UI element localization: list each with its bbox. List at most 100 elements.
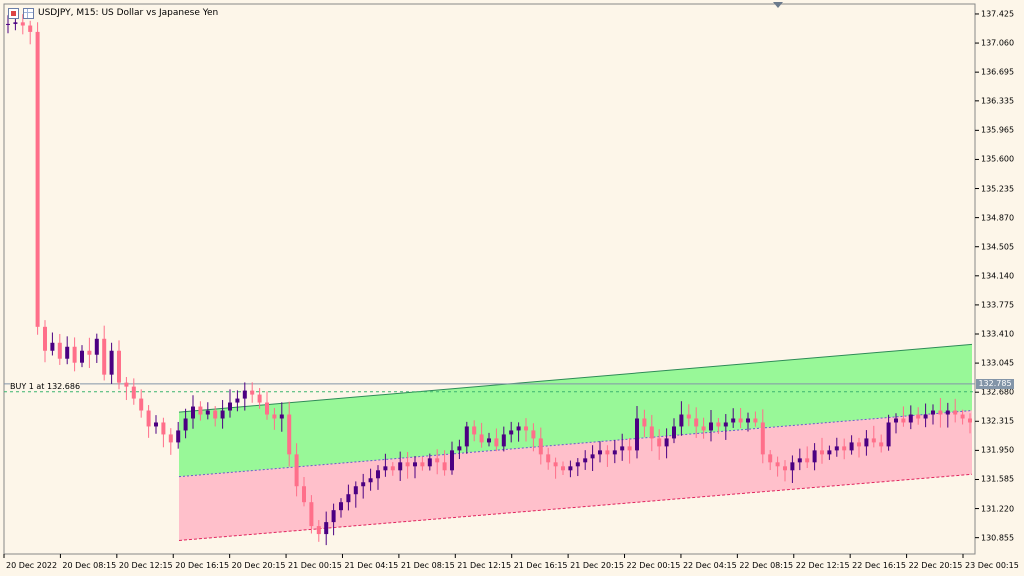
price-axis-label: 133.775: [981, 300, 1015, 310]
candle-bear: [316, 526, 321, 535]
candle-bear: [686, 414, 691, 419]
candle-bear: [57, 342, 62, 359]
candle-bull: [154, 422, 158, 427]
channel-upper-line: [178, 343, 973, 413]
time-axis-label: 20 Dec 12:15: [118, 561, 173, 570]
candle-bull: [612, 450, 617, 455]
candle-bull: [324, 522, 329, 535]
candle-bear: [546, 454, 551, 463]
candle-bear: [960, 414, 965, 419]
time-axis-label: 22 Dec 12:15: [795, 561, 850, 570]
candle-bear: [701, 426, 706, 431]
candle-bull: [65, 346, 70, 359]
candle-bull: [13, 22, 18, 24]
price-axis-label: 135.235: [981, 184, 1015, 194]
candle-bear: [768, 454, 773, 463]
candle-bear: [302, 486, 306, 503]
candle-bear: [72, 346, 77, 363]
price-axis-label: 137.060: [981, 38, 1015, 48]
price-axis-label: 135.600: [981, 154, 1015, 164]
candle-bull: [790, 462, 795, 471]
candle-bear: [842, 446, 847, 451]
candle-bear: [953, 410, 958, 415]
candle-bear: [760, 422, 765, 455]
candle-bull: [339, 502, 343, 511]
candle-bull: [176, 430, 181, 443]
chart-shift-marker-icon[interactable]: [773, 2, 783, 8]
candle-bull: [205, 410, 210, 415]
price-axis-label: 134.870: [981, 213, 1015, 223]
candle-bear: [538, 438, 543, 455]
time-axis-label: 20 Dec 20:15: [231, 561, 286, 570]
candle-bull: [894, 418, 898, 423]
candle-bull: [413, 462, 417, 467]
candle-bull: [568, 466, 573, 471]
candle-bull: [183, 418, 188, 431]
candle-bull: [6, 23, 10, 25]
candle-bull: [228, 402, 232, 411]
candle-bull: [509, 430, 514, 435]
candle-bear: [820, 450, 824, 455]
candle-bear: [857, 442, 861, 447]
candle-bear: [390, 466, 395, 471]
time-axis-label: 22 Dec 16:15: [852, 561, 906, 570]
candle-bear: [871, 438, 876, 443]
candle-bull: [80, 350, 84, 363]
candle-bear: [561, 466, 565, 471]
candle-bull: [797, 458, 802, 463]
time-axis-label: 20 Dec 2022: [6, 561, 58, 570]
candle-bear: [494, 438, 499, 447]
candle-bull: [746, 418, 750, 423]
chart-grid-icon[interactable]: [23, 7, 34, 19]
candle-bear: [102, 338, 107, 375]
candle-bear: [716, 422, 721, 427]
price-axis-label: 135.965: [981, 125, 1015, 135]
candle-bull: [487, 438, 491, 443]
current-price-badge: 132.785: [976, 378, 1014, 389]
candle-bear: [901, 418, 906, 423]
candle-bull: [376, 470, 380, 479]
candle-bear: [479, 434, 484, 443]
candle-bull: [94, 338, 99, 355]
price-axis-label: 134.140: [981, 271, 1015, 281]
channel-lower-band: [179, 410, 972, 541]
candle-bear: [87, 350, 92, 355]
candle-bear: [738, 418, 743, 423]
chart-window-icon[interactable]: [8, 7, 19, 19]
price-axis-label: 130.855: [981, 533, 1015, 543]
price-axis-label: 131.585: [981, 474, 1015, 484]
candle-bear: [35, 31, 40, 327]
price-axis-label: 136.695: [981, 67, 1015, 77]
price-axis-label: 131.950: [981, 445, 1015, 455]
candle-bull: [368, 478, 373, 483]
time-axis-label: 21 Dec 08:15: [400, 561, 455, 570]
candle-bull: [583, 458, 588, 463]
symbol-title: USDJPY, M15: US Dollar vs Japanese Yen: [38, 8, 219, 18]
candle-bear: [649, 426, 654, 439]
candle-bear: [405, 462, 410, 467]
candle-bull: [709, 422, 713, 431]
candle-bear: [642, 418, 647, 427]
candle-bear: [694, 418, 699, 427]
time-axis-label: 21 Dec 20:15: [570, 561, 624, 570]
candle-bull: [331, 510, 336, 523]
candle-bull: [346, 494, 351, 503]
candle-bull: [361, 482, 366, 487]
candle-bear: [213, 410, 218, 419]
time-axis-label: 22 Dec 08:15: [739, 561, 794, 570]
candle-bear: [117, 350, 121, 383]
time-axis-label: 21 Dec 00:15: [288, 561, 342, 570]
time-axis-label: 20 Dec 08:15: [62, 561, 117, 570]
candle-bear: [139, 398, 144, 411]
candle-bull: [731, 418, 736, 423]
candle-bull: [450, 450, 454, 471]
candle-bear: [131, 386, 136, 399]
candle-bear: [605, 450, 610, 455]
candle-bull: [864, 438, 869, 447]
candle-bear: [916, 414, 921, 419]
candle-bear: [627, 446, 632, 451]
channel-upper-band: [179, 344, 972, 477]
candle-bear: [775, 462, 780, 467]
